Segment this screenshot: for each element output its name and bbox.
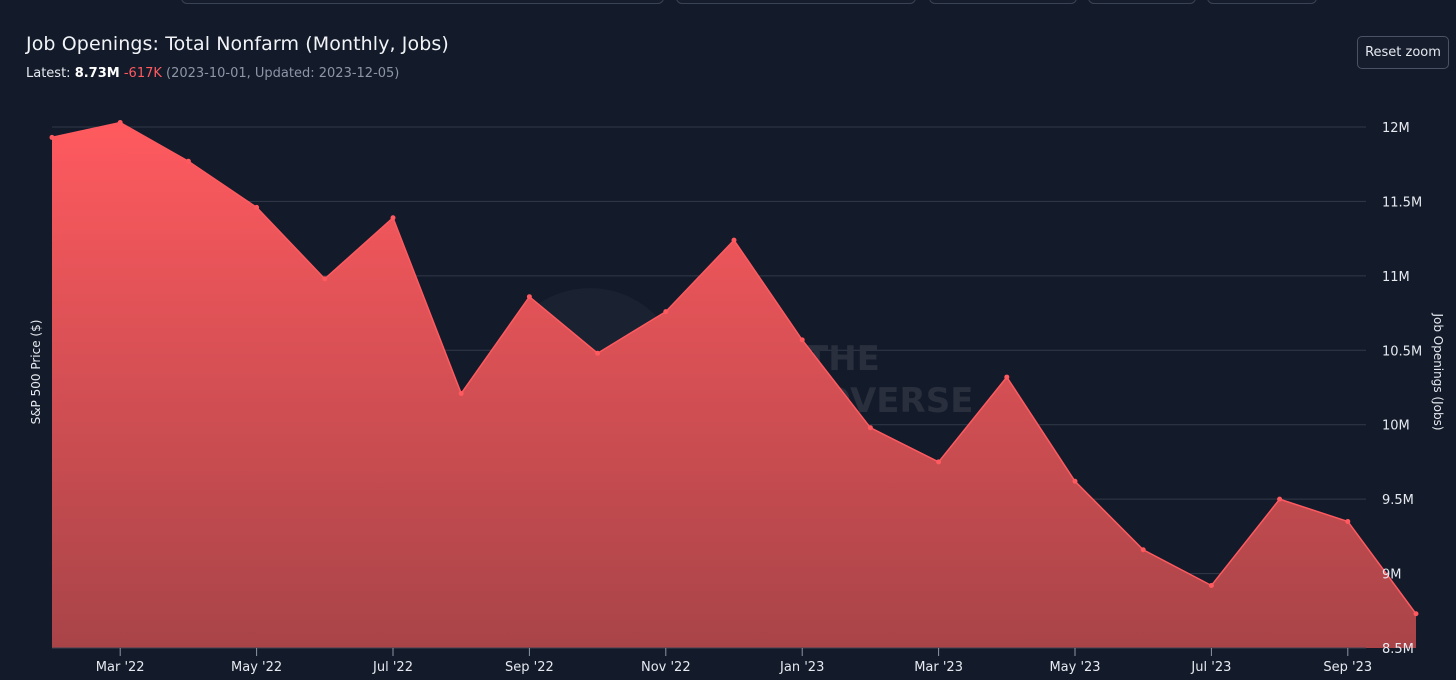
data-points <box>49 120 1419 617</box>
right-axis-title: Job Openings (Jobs) <box>1431 313 1445 431</box>
reset-zoom-button[interactable]: Reset zoom <box>1357 36 1449 69</box>
x-tick-label: Jan '23 <box>779 660 824 675</box>
data-point[interactable] <box>185 158 191 164</box>
data-point[interactable] <box>49 134 55 140</box>
x-tick-label: Mar '22 <box>96 660 145 675</box>
latest-label: Latest: <box>26 66 71 81</box>
data-point[interactable] <box>1004 374 1010 380</box>
data-point[interactable] <box>526 294 532 300</box>
data-point[interactable] <box>867 425 873 431</box>
data-point[interactable] <box>458 390 464 396</box>
data-point[interactable] <box>595 350 601 356</box>
area-fill <box>52 122 1416 648</box>
data-point[interactable] <box>731 237 737 243</box>
y-tick-label: 9.5M <box>1382 493 1414 508</box>
tick-labels: 12M 11.5M 11M 10.5M 10M 9.5M 9M 8.5M Mar '22 May … <box>96 121 1422 675</box>
data-point[interactable] <box>1345 518 1351 524</box>
x-tick-label: May '22 <box>231 660 282 675</box>
data-point[interactable] <box>799 337 805 343</box>
data-point[interactable] <box>390 215 396 221</box>
top-tabs-strip <box>0 0 1456 4</box>
data-point[interactable] <box>1413 611 1419 617</box>
data-point[interactable] <box>1072 478 1078 484</box>
x-tick-label: Mar '23 <box>914 660 963 675</box>
axes <box>52 647 1366 656</box>
left-axis-title: S&P 500 Price ($) <box>29 319 43 425</box>
data-point[interactable] <box>117 120 123 126</box>
y-tick-label: 9M <box>1382 568 1402 583</box>
y-tick-label: 11.5M <box>1382 195 1422 210</box>
latest-meta: (2023-10-01, Updated: 2023-12-05) <box>166 66 400 81</box>
data-point[interactable] <box>254 204 260 210</box>
y-tick-label: 10.5M <box>1382 344 1422 359</box>
x-tick-label: Sep '22 <box>505 660 554 675</box>
x-tick-label: Jul '23 <box>1190 660 1231 675</box>
y-tick-label: 10M <box>1382 419 1410 434</box>
data-point[interactable] <box>1277 496 1283 502</box>
data-point[interactable] <box>663 309 669 315</box>
chart-title: Job Openings: Total Nonfarm (Monthly, Jo… <box>26 33 449 55</box>
x-tick-label: May '23 <box>1049 660 1100 675</box>
x-tick-label: Sep '23 <box>1323 660 1372 675</box>
data-point[interactable] <box>936 459 942 465</box>
x-tick-label: Nov '22 <box>641 660 691 675</box>
y-tick-label: 11M <box>1382 270 1410 285</box>
y-tick-label: 12M <box>1382 121 1410 136</box>
data-point[interactable] <box>1208 582 1214 588</box>
x-tick-label: Jul '22 <box>372 660 413 675</box>
data-point[interactable] <box>322 276 328 282</box>
y-tick-label: 8.5M <box>1382 642 1414 657</box>
latest-change: -617K <box>123 66 162 81</box>
latest-value: 8.73M <box>74 66 120 81</box>
data-point[interactable] <box>1140 547 1146 553</box>
chart-subtitle: Latest: 8.73M -617K (2023-10-01, Updated… <box>26 66 399 81</box>
